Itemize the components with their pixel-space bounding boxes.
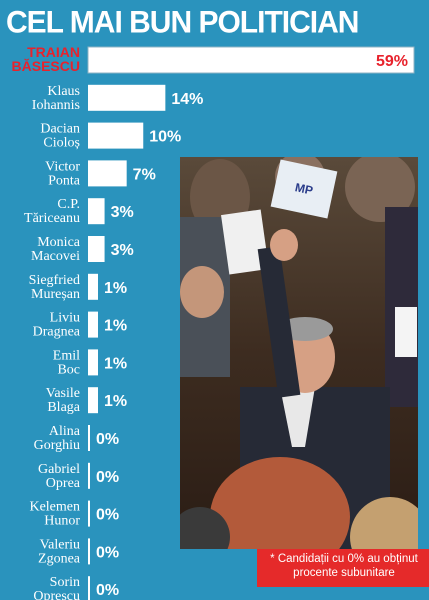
category-label: Siegfried — [29, 273, 80, 288]
category-label: Gabriel — [38, 462, 80, 477]
category-label: Liviu — [50, 311, 80, 326]
category-label: Valeriu — [40, 537, 80, 552]
category-label: Monica — [37, 235, 81, 250]
category-label: Dragnea — [33, 325, 81, 340]
bar — [88, 462, 90, 489]
bar — [88, 236, 105, 262]
bar — [88, 273, 98, 300]
category-label: Zgonea — [38, 551, 81, 566]
value-label: 7% — [133, 166, 156, 183]
value-label: 0% — [96, 507, 119, 524]
category-label: Cioloș — [43, 136, 80, 151]
bar — [88, 387, 98, 414]
bar — [88, 311, 98, 338]
category-label: Hunor — [44, 514, 80, 529]
svg-text:MP: MP — [294, 180, 315, 197]
category-label: Klaus — [47, 84, 80, 99]
bar — [88, 576, 90, 600]
category-label: Alina — [49, 424, 81, 439]
value-label: 0% — [96, 431, 119, 448]
value-label: 3% — [111, 204, 134, 221]
value-label: 0% — [96, 544, 119, 561]
bar — [88, 122, 144, 149]
category-label: Macovei — [31, 249, 80, 264]
category-label: Vasile — [46, 386, 80, 401]
value-label: 14% — [171, 91, 203, 108]
category-label: Oprescu — [33, 589, 80, 600]
category-label: Sorin — [50, 575, 80, 590]
category-label: Mureșan — [31, 287, 80, 302]
value-label: 0% — [96, 582, 119, 599]
category-label: Boc — [57, 362, 80, 377]
category-label: Dacian — [40, 122, 80, 137]
value-label: 10% — [149, 129, 181, 146]
bar — [87, 46, 415, 74]
value-label: 3% — [111, 242, 134, 259]
photo-basescu-voting: MP — [180, 157, 418, 549]
bar — [88, 425, 90, 451]
bar — [88, 160, 127, 187]
category-label: Ponta — [48, 173, 81, 188]
bar — [88, 349, 98, 376]
category-label: BĂSESCU — [12, 58, 80, 74]
value-label: 59% — [376, 53, 408, 70]
category-label: Emil — [53, 348, 80, 363]
value-label: 0% — [96, 469, 119, 486]
category-label: TRAIAN — [27, 44, 80, 60]
chart-title: CEL MAI BUN POLITICIAN — [6, 5, 359, 40]
category-label: Gorghiu — [34, 438, 80, 453]
bar — [88, 500, 90, 527]
category-label: Kelemen — [29, 500, 80, 515]
category-label: Oprea — [46, 476, 81, 491]
value-label: 1% — [104, 318, 127, 335]
category-label: Iohannis — [32, 98, 80, 113]
category-label: Tăriceanu — [24, 211, 80, 226]
value-label: 1% — [104, 393, 127, 410]
bar — [88, 538, 90, 565]
bar — [88, 198, 105, 225]
bar — [88, 84, 166, 111]
value-label: 1% — [104, 355, 127, 372]
footnote-box: * Candidații cu 0% au obținut procente s… — [257, 549, 429, 587]
value-label: 1% — [104, 280, 127, 297]
category-label: Victor — [45, 159, 80, 174]
category-label: C.P. — [57, 197, 80, 212]
category-label: Blaga — [47, 400, 80, 415]
